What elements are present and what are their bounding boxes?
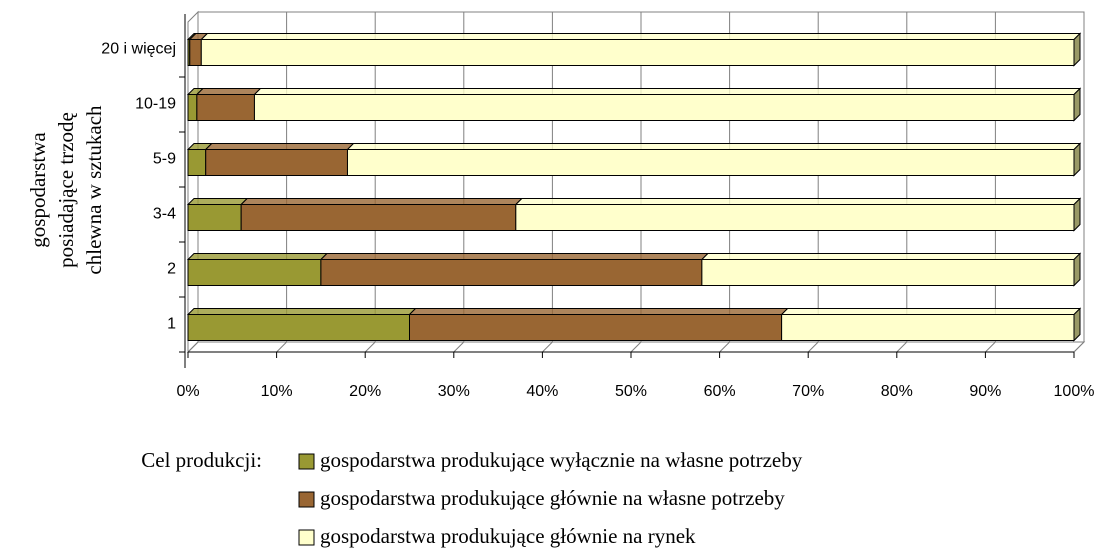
grid-line <box>453 341 465 353</box>
bar-side <box>1073 87 1081 122</box>
bar-segment <box>187 204 242 231</box>
bar-segment <box>701 259 1075 286</box>
bar-segment <box>320 259 703 286</box>
legend-label: gospodarstwa produkujące głównie na włas… <box>320 486 785 510</box>
bar-top <box>186 198 249 205</box>
bar-segment <box>409 314 783 341</box>
x-tick-label: 0% <box>176 383 199 400</box>
y-axis-label: gospodarstwa <box>26 132 50 248</box>
x-tick-label: 90% <box>969 383 1001 400</box>
grid-line <box>807 341 819 353</box>
y-tick-label: 5-9 <box>153 151 176 168</box>
legend-label: gospodarstwa produkujące wyłącznie na wł… <box>320 448 803 472</box>
legend-swatch <box>298 453 315 470</box>
bar-side <box>1073 197 1081 232</box>
bar-segment <box>187 149 207 176</box>
x-tick-label: 80% <box>881 383 913 400</box>
bar-segment <box>187 259 322 286</box>
x-tick-label: 70% <box>792 383 824 400</box>
y-axis-label: posiadające trzodę <box>54 112 78 268</box>
bar-side <box>1073 252 1081 287</box>
legend-title: Cel produkcji: <box>141 448 262 472</box>
y-tick-label: 3-4 <box>153 206 176 223</box>
grid-line <box>364 341 376 353</box>
x-tick-label: 10% <box>261 383 293 400</box>
bar-top <box>319 253 710 260</box>
bar-side <box>1073 142 1081 177</box>
x-tick-label: 50% <box>615 383 647 400</box>
x-tick-label: 30% <box>438 383 470 400</box>
legend-swatch <box>298 491 315 508</box>
bar-segment <box>200 39 1075 66</box>
bar-top <box>204 143 355 150</box>
legend-label: gospodarstwa produkujące głównie na ryne… <box>320 524 696 548</box>
y-tick-label: 2 <box>167 261 176 278</box>
x-tick-label: 40% <box>526 383 558 400</box>
x-tick-label: 100% <box>1054 383 1095 400</box>
bar-segment <box>189 39 202 66</box>
bar-top <box>408 308 789 315</box>
y-axis-label: chlewna w sztukach <box>82 105 106 275</box>
bar-top <box>346 143 1082 150</box>
bar-top <box>186 308 417 315</box>
grid-line <box>630 341 642 353</box>
bar-segment <box>187 314 410 341</box>
grid-line <box>187 341 199 353</box>
grid-line <box>896 341 908 353</box>
grid-line <box>985 341 996 353</box>
bar-segment <box>187 94 198 121</box>
bar-segment <box>205 149 348 176</box>
bar-side <box>1073 307 1081 342</box>
bar-top <box>239 198 524 205</box>
bar-top <box>780 308 1082 315</box>
bar-top <box>514 198 1082 205</box>
bar-segment <box>240 204 517 231</box>
bar-side <box>1073 32 1081 67</box>
x-tick-label: 60% <box>704 383 736 400</box>
y-tick-label: 1 <box>167 316 176 333</box>
grid-line <box>1073 341 1085 353</box>
grid-line <box>542 341 553 353</box>
grid-line <box>276 341 287 353</box>
bar-segment <box>515 204 1075 231</box>
bar-top <box>700 253 1082 260</box>
y-tick-label: 10-19 <box>135 96 176 113</box>
grid-line <box>719 341 730 353</box>
bar-top <box>200 33 1082 40</box>
bar-segment <box>253 94 1075 121</box>
bar-segment <box>346 149 1075 176</box>
bar-top <box>186 253 329 260</box>
x-tick-label: 20% <box>349 383 381 400</box>
bar-segment <box>781 314 1075 341</box>
legend-swatch <box>298 529 315 546</box>
bar-top <box>195 88 262 95</box>
bar-segment <box>196 94 255 121</box>
y-tick-label: 20 i więcej <box>101 41 176 58</box>
bar-top <box>253 88 1082 95</box>
